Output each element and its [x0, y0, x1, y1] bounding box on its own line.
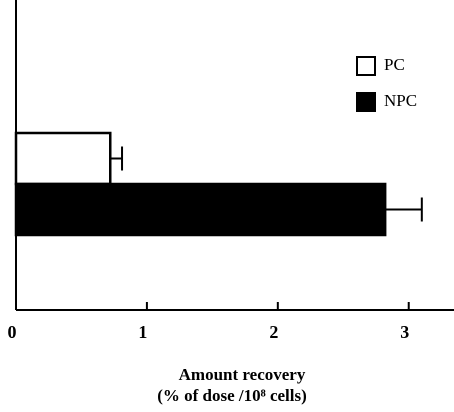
error-bar: [385, 197, 423, 222]
legend-label: PC: [384, 55, 405, 74]
error-bar: [110, 146, 124, 171]
x-axis-label: Amount recovery: [179, 365, 306, 384]
x-tick-label: 2: [269, 322, 278, 342]
x-tick-label: 3: [400, 322, 409, 342]
x-tick-label: 0: [8, 322, 17, 342]
legend-swatch: [356, 56, 376, 76]
bar: [14, 182, 387, 237]
x-tick-label: 1: [138, 322, 147, 342]
legend-swatch: [356, 92, 376, 112]
x-axis-label: (% of dose /10⁸ cells): [157, 386, 307, 405]
bar: [14, 131, 112, 186]
legend-label: NPC: [384, 91, 417, 110]
